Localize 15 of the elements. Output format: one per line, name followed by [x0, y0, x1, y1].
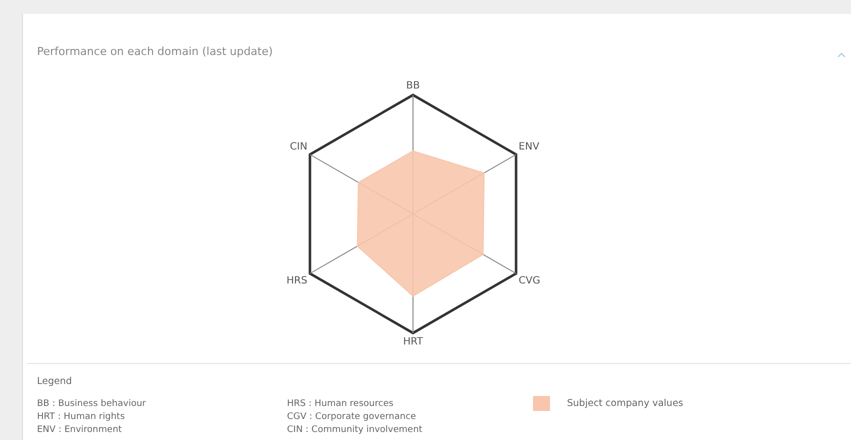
legend-label: Subject company values	[567, 398, 684, 409]
text: HRT : Human rights	[37, 412, 125, 422]
text: CIN : Community involvement	[287, 425, 422, 435]
legend-title: Legend	[37, 376, 72, 387]
spoke-label: HRT	[403, 336, 424, 348]
text: HRS : Human resources	[287, 399, 394, 409]
spoke-label: BB	[406, 80, 420, 92]
text: BB : Business behaviour	[37, 399, 146, 409]
spoke-label: ENV	[518, 142, 540, 153]
text: CGV : Corporate governance	[287, 412, 416, 422]
text: Performance on each domain (last update)	[37, 45, 273, 58]
spoke-label: CVG	[518, 276, 540, 287]
text: ENV : Environment	[37, 425, 122, 435]
spoke-label: CIN	[290, 142, 308, 153]
spoke-label: HRS	[286, 276, 308, 287]
